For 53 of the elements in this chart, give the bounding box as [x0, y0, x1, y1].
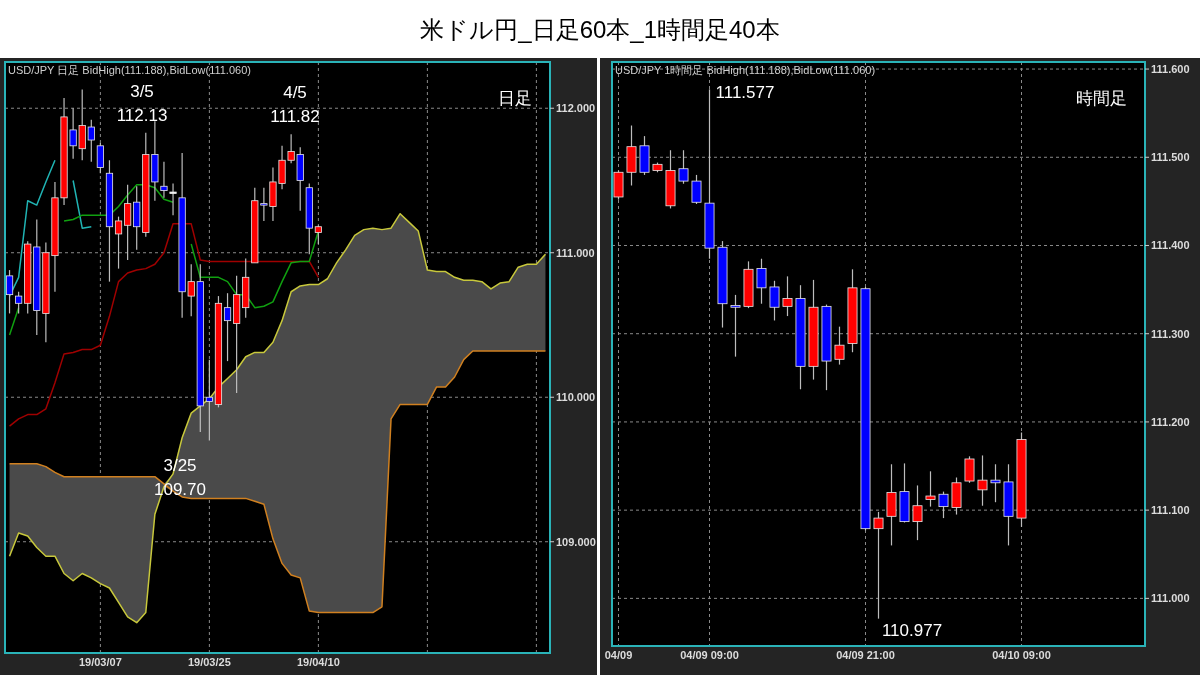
candlestick — [938, 491, 949, 519]
candlestick — [678, 149, 689, 185]
text: 時間足 — [1076, 89, 1127, 108]
line-series — [8, 350, 547, 614]
candlestick — [873, 511, 884, 620]
y-tick-label: 111.500 — [1151, 151, 1190, 164]
y-tick-label: 110.000 — [556, 391, 596, 404]
candlestick — [730, 294, 741, 358]
candlestick — [15, 291, 23, 315]
candlestick — [964, 455, 975, 484]
x-tick-label: 04/09 09:00 — [680, 649, 739, 661]
candlestick — [925, 470, 936, 508]
candlestick — [886, 463, 897, 547]
y-tick-label: 111.600 — [1151, 62, 1190, 75]
annotation: USD/JPY 1時間足 BidHigh(111.188),BidLow(111.060) — [615, 64, 876, 76]
candlestick — [834, 326, 845, 366]
x-tick-label: 19/03/25 — [187, 656, 231, 668]
y-tick-label: 111.400 — [1151, 239, 1190, 252]
candlestick — [977, 454, 988, 507]
y-tick-label: 111.200 — [1151, 415, 1190, 428]
y-tick-label: 111.300 — [1151, 327, 1190, 340]
candlestick — [223, 292, 232, 362]
x-tick-label: 19/03/07 — [78, 656, 122, 668]
x-tick-label: 04/09 — [604, 649, 633, 661]
x-tick-label: 04/09 21:00 — [836, 649, 895, 661]
candlestick — [114, 216, 123, 270]
line-series — [8, 223, 320, 427]
candlestick — [124, 184, 132, 261]
y-tick-label: 111.000 — [1151, 592, 1190, 605]
x-tick-label: 04/10 09:00 — [992, 649, 1051, 661]
y-tick-label: 111.000 — [556, 246, 595, 259]
candlestick — [756, 258, 767, 305]
annotation: 4/5 111.82 — [270, 83, 320, 126]
candlestick — [160, 161, 168, 199]
candlestick — [205, 359, 213, 442]
text: 日足 — [498, 89, 532, 108]
candlestick — [782, 275, 793, 317]
x-tick-label: 19/04/10 — [296, 656, 340, 668]
candlestick — [96, 142, 104, 174]
candlestick — [169, 182, 177, 216]
candlestick — [990, 463, 1001, 503]
annotation: 110.977 — [881, 621, 943, 640]
candlestick — [769, 280, 780, 322]
candlestick — [912, 484, 923, 541]
y-tick-label: 109.000 — [556, 535, 596, 548]
annotation: 111.577 — [715, 83, 775, 102]
annotation: USD/JPY 日足 BidHigh(111.188),BidLow(111.060) — [8, 64, 251, 76]
annotation: 3/5 112.13 — [116, 82, 168, 125]
candlestick — [691, 174, 702, 205]
candlestick — [5, 269, 14, 315]
y-tick-label: 111.100 — [1151, 503, 1190, 516]
text: 米ドル円_日足60本_1時間足40本 — [420, 16, 780, 43]
y-tick-label: 112.000 — [556, 102, 596, 115]
